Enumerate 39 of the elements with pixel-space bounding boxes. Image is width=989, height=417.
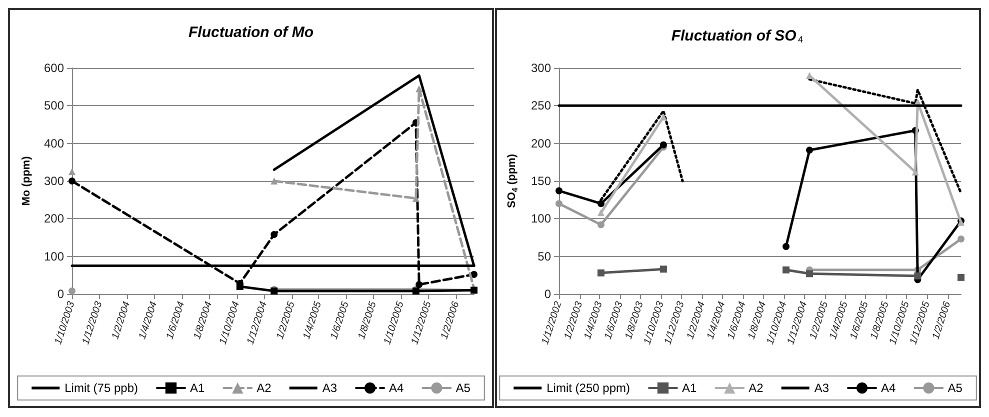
x-tick-label: 1/2/2006 [930, 300, 954, 341]
y-axis-title: Mo (ppm) [20, 156, 32, 206]
y-tick-label: 0 [57, 287, 64, 301]
legend-label: A5 [948, 381, 963, 395]
x-tick-label: 1/4/2004 [705, 300, 728, 341]
x-tick-label: 1/2/2005 [274, 300, 298, 341]
legend-label: A3 [814, 381, 830, 395]
y-tick-label: 300 [530, 61, 552, 75]
y-tick-label: 600 [44, 61, 64, 75]
x-tick-label: 1/6/2005 [328, 300, 352, 341]
y-tick-label: 200 [44, 212, 64, 226]
y-tick-label: 100 [44, 249, 64, 264]
y-tick-label: 50 [538, 249, 552, 264]
legend-label: A1 [190, 381, 205, 395]
y-tick-label: 400 [44, 136, 64, 150]
x-tick-label: 1/6/2004 [726, 300, 748, 341]
legend-label: A1 [682, 381, 697, 395]
x-tick-label: 1/6/2003 [602, 300, 626, 341]
chart-title: Fluctuation of Mo [188, 24, 314, 41]
y-tick-label: 250 [530, 98, 552, 113]
legend-label: Limit (250 ppm) [546, 381, 630, 395]
y-tick-label: 300 [44, 174, 64, 188]
y-axis-title: SO4 (ppm) [506, 154, 520, 208]
legend-label: A2 [256, 381, 272, 395]
y-tick-label: 150 [530, 174, 552, 188]
y-tick-label: 100 [530, 212, 552, 226]
legend-label: A2 [748, 381, 764, 395]
x-tick-label: 1/4/2005 [301, 300, 324, 341]
legend-label: A3 [322, 381, 338, 395]
legend-label: A4 [881, 381, 896, 395]
x-tick-label: 1/6/2005 [848, 300, 871, 341]
y-tick-label: 500 [44, 98, 64, 113]
legend-label: A5 [456, 381, 471, 395]
legend-label: A4 [389, 381, 404, 395]
legend-label: Limit (75 ppb) [64, 381, 138, 395]
y-tick-label: 0 [544, 287, 552, 301]
y-tick-label: 200 [530, 136, 552, 150]
x-tick-label: 1/8/2005 [356, 300, 379, 341]
chart-title: Fluctuation of SO4 [671, 28, 803, 44]
